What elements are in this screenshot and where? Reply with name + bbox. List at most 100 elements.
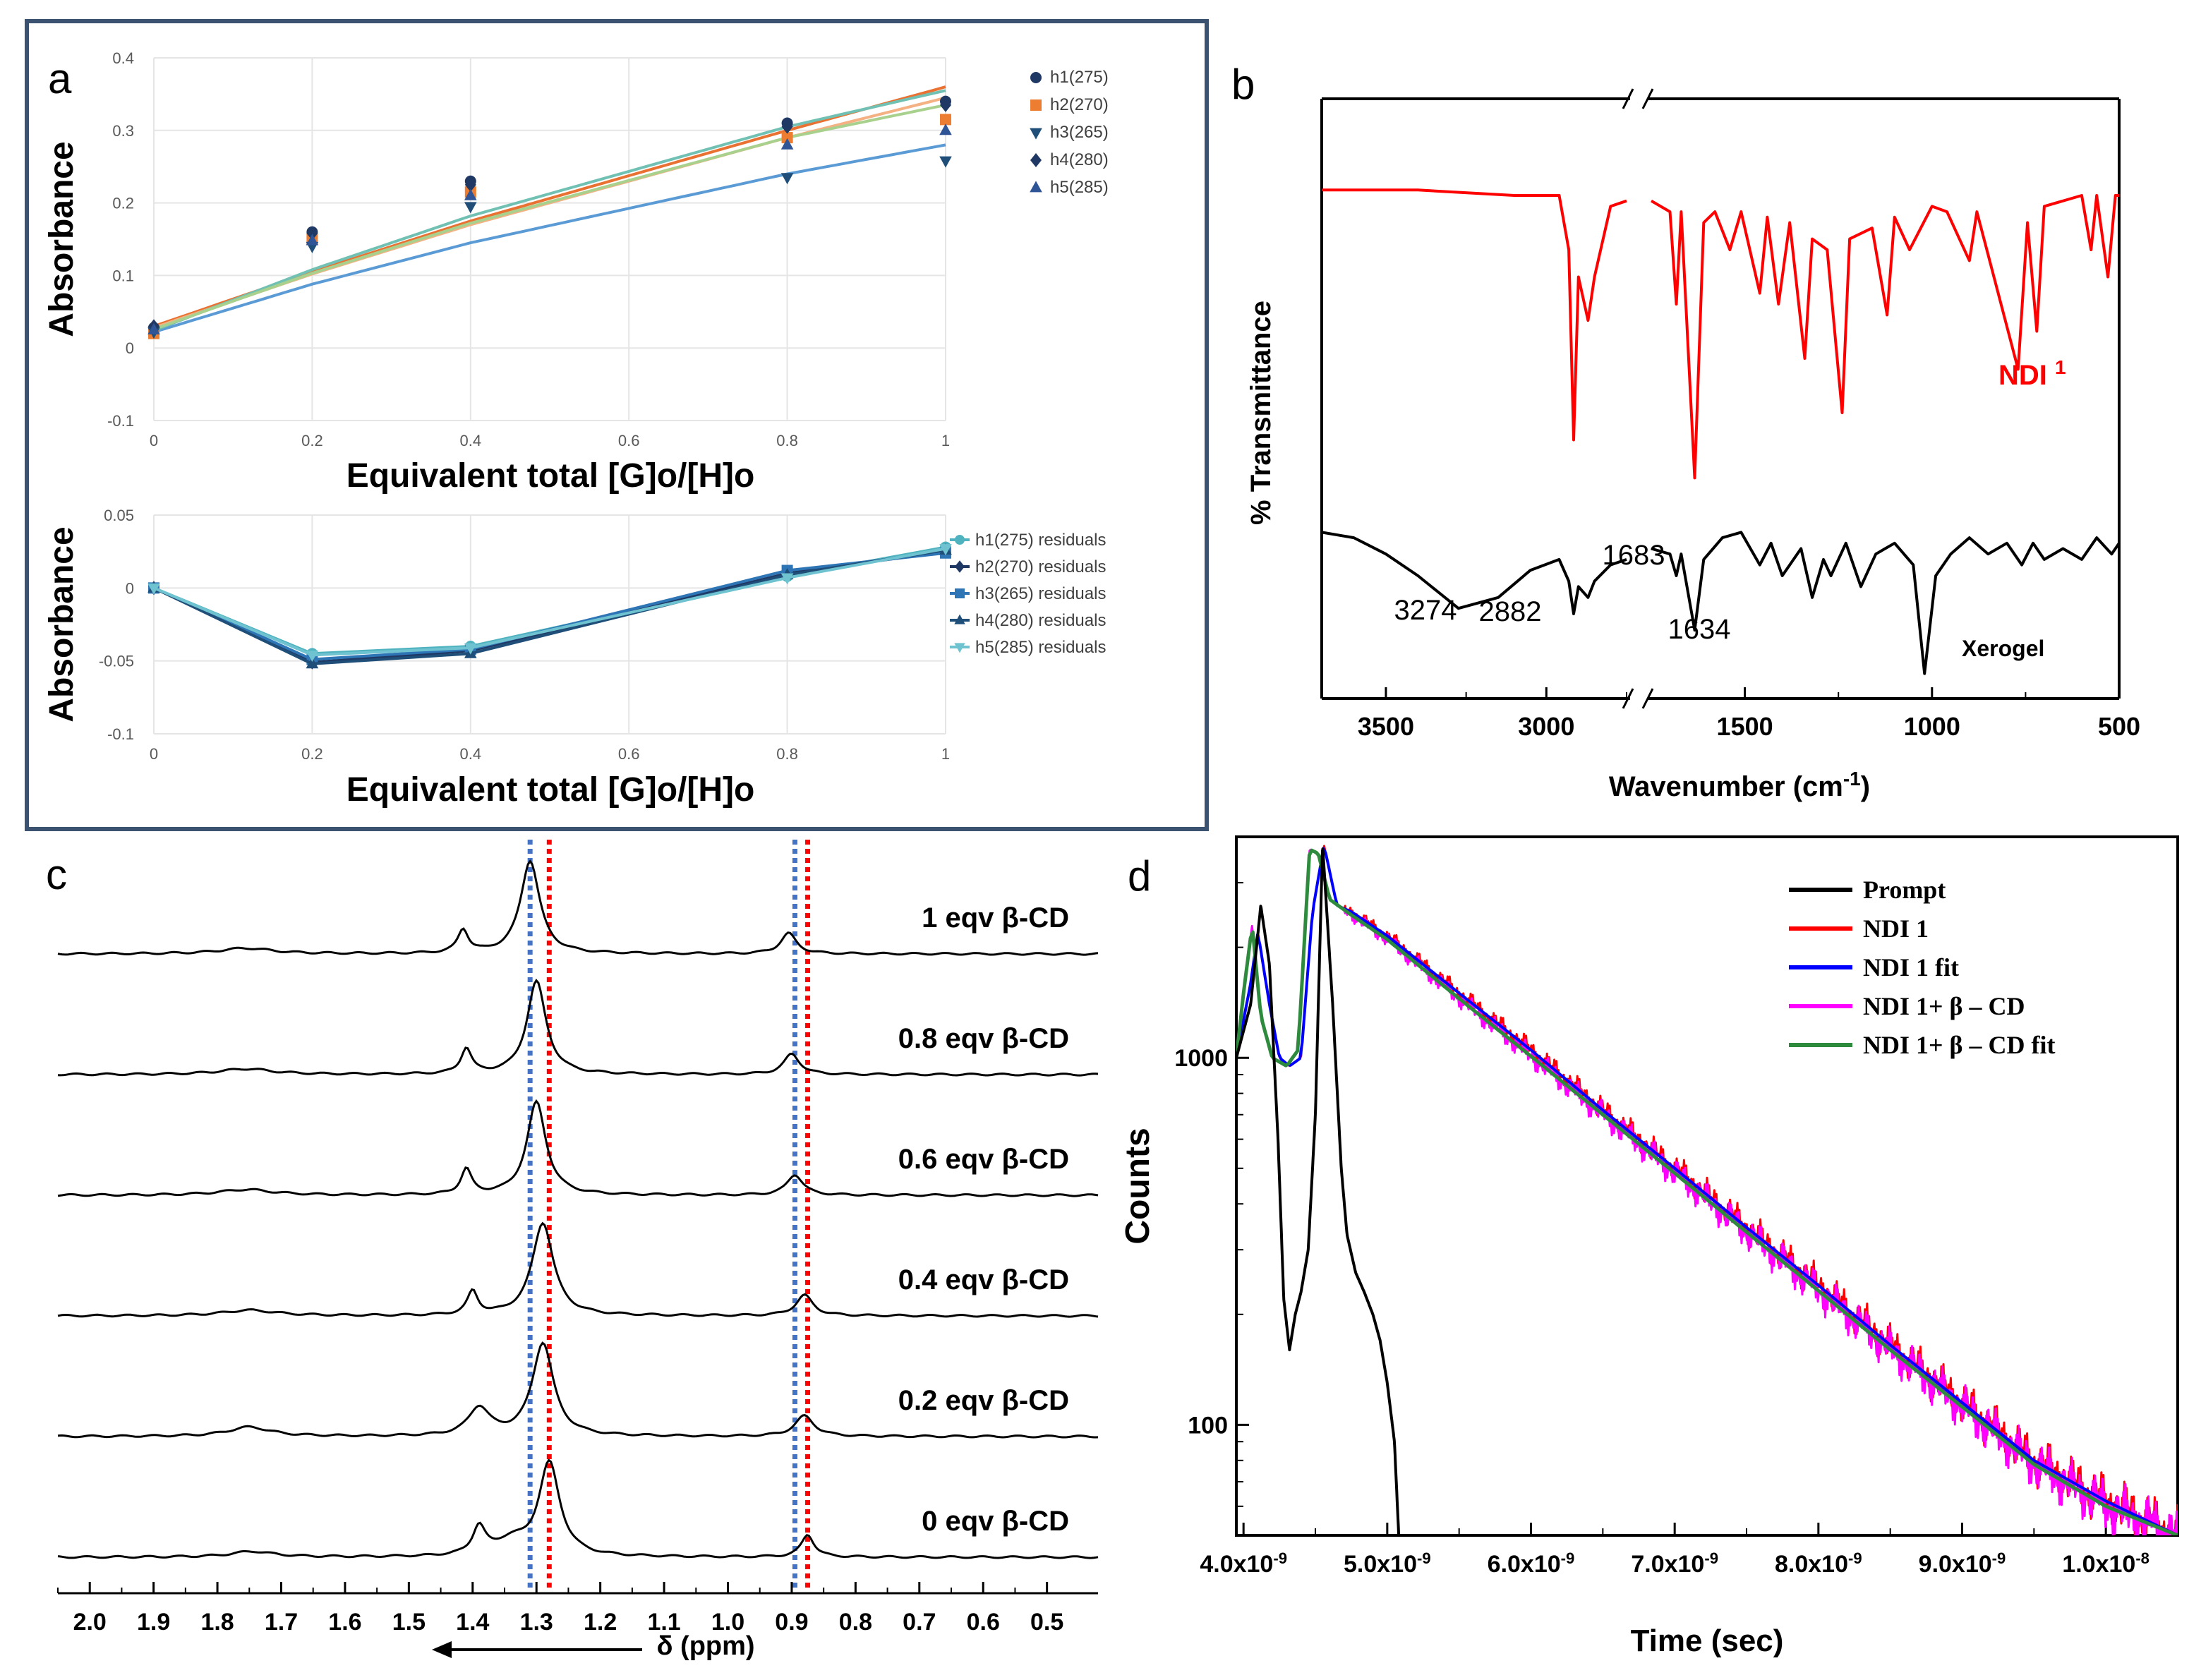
y-tick-label: 1000 [1174,1045,1228,1072]
legend-marker [954,643,965,653]
data-point [780,138,794,150]
nmr-spectrum [57,1099,1099,1197]
legend-label: h2(270) [1050,95,1109,114]
spectrum-label: 1 eqv β-CD [922,902,1069,933]
x-tick-label: 6.0x10-9 [1488,1549,1575,1578]
fit-curve [153,85,946,328]
x-tick-label: 1.8 [200,1609,234,1636]
x-tick-label: 4.0x10-9 [1200,1549,1287,1578]
peak-annotation: 2882 [1479,596,1542,627]
x-axis-label: Equivalent total [G]o/[H]o [346,457,755,495]
data-point [780,173,794,185]
y-axis-label: Counts [1119,1128,1157,1244]
prompt-curve [1236,847,1401,1535]
x-tick-label: 0 [150,432,158,449]
x-tick-label: 0.4 [460,432,482,449]
peak-annotation: 3274 [1394,595,1457,626]
series-label-xerogel: Xerogel [1962,636,2044,661]
y-tick-label: -0.05 [99,653,134,670]
legend-label: h4(280) [1050,150,1109,169]
axis-break-mark [1622,688,1634,709]
nmr-spectrum [57,979,1099,1077]
y-tick-label: -0.1 [107,725,134,743]
legend-label: h5(285) residuals [975,638,1106,657]
fit-ndi [1236,847,2178,1535]
x-tick-label: 1.0 [711,1609,744,1636]
panel-a-letter: a [48,55,72,102]
data-point [939,156,952,168]
data-point [939,123,952,135]
spectrum-label: 0.6 eqv β-CD [898,1144,1069,1175]
x-tick-label: 0.8 [776,432,798,449]
x-tick-label: 3500 [1358,712,1414,741]
legend-label: h5(285) [1050,178,1109,197]
x-tick-label: 1.1 [647,1609,680,1636]
legend-label: h1(275) [1050,68,1109,87]
x-axis-label: δ (ppm) [656,1631,754,1661]
x-axis-label: Equivalent total [G]o/[H]o [346,771,755,809]
data-point [147,322,160,334]
y-tick-label: 0 [126,339,134,357]
legend-marker [955,588,965,598]
y-axis-label: Absorbance [43,526,80,722]
axis-break-mark [1622,88,1634,109]
fit-curve [153,143,946,334]
panel-c: c 1 eqv β-CD 0.8 eqv β-CD 0.6 eqv β-CD 0.4 … [46,840,1099,1661]
nmr-spectrum [57,859,1099,956]
x-tick-label: 0.6 [618,432,640,449]
legend-marker [954,614,965,624]
axis-break-mark [1641,88,1654,109]
residual-point [780,573,794,585]
spectrum-line [1322,188,1627,442]
y-tick-label: 0.3 [112,122,134,140]
data-point [940,97,951,112]
x-tick-label: 5.0x10-9 [1344,1549,1431,1578]
x-tick-label: 1 [941,432,950,449]
x-tick-label: 3000 [1518,712,1574,741]
residual-point [939,544,952,556]
y-tick-label: 100 [1188,1412,1228,1439]
x-tick-label: 0.8 [839,1609,872,1636]
x-axis-label: Time (sec) [1631,1624,1784,1658]
fit-ndi-cd [1236,848,2178,1535]
spectrum-label: 0 eqv β-CD [922,1506,1069,1537]
legend-marker [955,535,965,545]
panel-b-letter: b [1231,61,1255,108]
residual-point [464,643,477,655]
chart-d: 4.0x10-9 5.0x10-9 6.0x10-9 7.0x10-9 8.0x10-9… [1119,835,2179,1658]
legend-marker [1030,72,1042,83]
x-tick-label: 8.0x10-9 [1775,1549,1862,1578]
x-tick-label: 7.0x10-9 [1631,1549,1718,1578]
x-axis-label: Wavenumber (cm-1) [1609,768,1870,803]
legend-marker [1030,181,1042,193]
x-tick-label: 1500 [1717,712,1773,741]
panel-c-letter: c [46,851,67,898]
data-point [306,234,319,246]
x-tick-label: 0.2 [301,745,323,763]
nmr-spectrum [57,1341,1099,1439]
legend-label: h3(265) [1050,123,1109,142]
legend-marker [955,560,965,573]
legend-label: Prompt [1863,876,1946,904]
data-point [464,202,477,214]
legend-label: h2(270) residuals [975,557,1106,576]
fit-curve [153,89,946,332]
spectrum-line [1321,531,1627,615]
y-tick-label: 0.05 [104,507,134,524]
residual-point [147,583,160,595]
legend-label: NDI 1+ β – CD fit [1863,1031,2055,1059]
y-axis-label: % Transmittance [1246,301,1277,525]
fit-curve [153,103,946,331]
data-point [940,114,951,126]
x-tick-label: 1.0x10-8 [2062,1549,2149,1578]
residual-line [153,547,946,657]
legend-marker [1030,153,1042,167]
chart-b: 3500 3000 1500 1000 500 NDI 1 Xerogel 3274 2882 1… [1246,88,2140,803]
chart-a-bottom: -0.1 -0.05 0 0.05 0 0.2 0.4 0.6 0.8 1 h1(275) resi… [43,507,1106,809]
panel-a-frame [25,19,1209,831]
data-point [464,177,476,192]
data-point [464,188,477,200]
x-tick-label: 1000 [1904,712,1960,741]
x-tick-label: 0.2 [301,432,323,449]
